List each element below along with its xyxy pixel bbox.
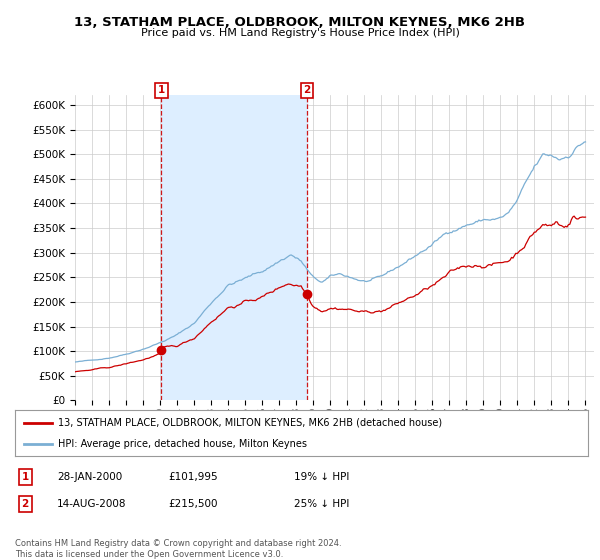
Text: 25% ↓ HPI: 25% ↓ HPI bbox=[294, 499, 349, 509]
Text: 28-JAN-2000: 28-JAN-2000 bbox=[57, 472, 122, 482]
Text: £215,500: £215,500 bbox=[168, 499, 218, 509]
Text: 2: 2 bbox=[303, 85, 310, 95]
Text: Price paid vs. HM Land Registry's House Price Index (HPI): Price paid vs. HM Land Registry's House … bbox=[140, 28, 460, 38]
Bar bbox=[161, 95, 307, 400]
Text: 13, STATHAM PLACE, OLDBROOK, MILTON KEYNES, MK6 2HB (detached house): 13, STATHAM PLACE, OLDBROOK, MILTON KEYN… bbox=[58, 418, 442, 428]
Text: 19% ↓ HPI: 19% ↓ HPI bbox=[294, 472, 349, 482]
Text: 1: 1 bbox=[158, 85, 165, 95]
Text: 14-AUG-2008: 14-AUG-2008 bbox=[57, 499, 127, 509]
Text: 13, STATHAM PLACE, OLDBROOK, MILTON KEYNES, MK6 2HB: 13, STATHAM PLACE, OLDBROOK, MILTON KEYN… bbox=[74, 16, 526, 29]
Text: HPI: Average price, detached house, Milton Keynes: HPI: Average price, detached house, Milt… bbox=[58, 439, 307, 449]
Text: £101,995: £101,995 bbox=[168, 472, 218, 482]
Text: 2: 2 bbox=[22, 499, 29, 509]
Text: Contains HM Land Registry data © Crown copyright and database right 2024.
This d: Contains HM Land Registry data © Crown c… bbox=[15, 539, 341, 559]
Text: 1: 1 bbox=[22, 472, 29, 482]
